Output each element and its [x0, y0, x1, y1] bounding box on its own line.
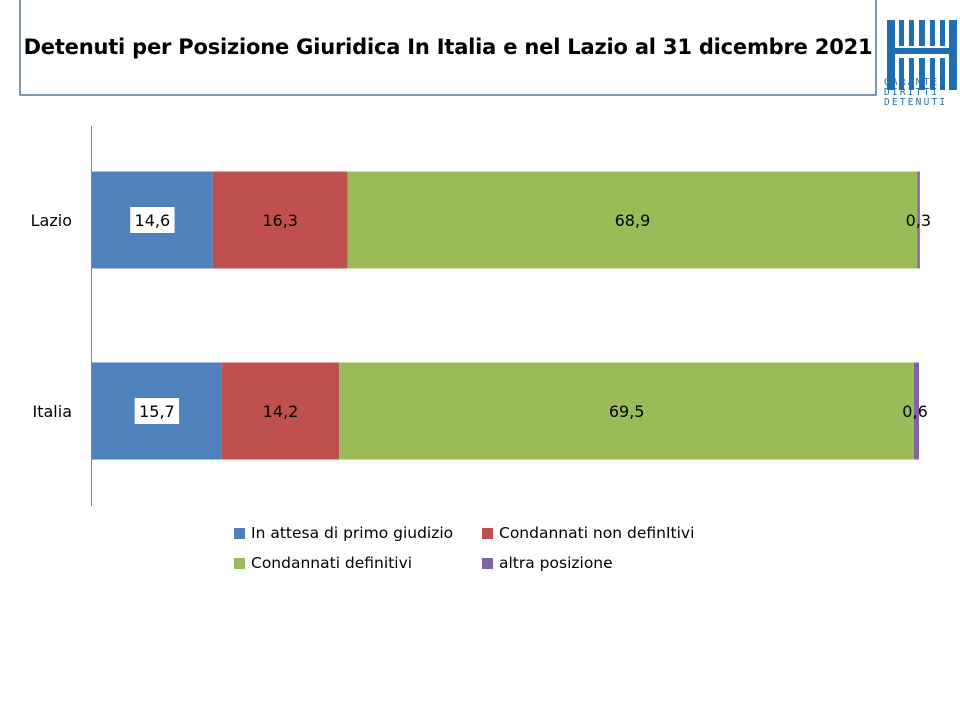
data-label-lazio-3: 0,3: [906, 211, 931, 230]
data-label-bg-italia-0: [134, 398, 180, 424]
data-label-bg-lazio-0: [130, 207, 175, 233]
legend: In attesa di primo giudizio Condannati n…: [234, 524, 754, 572]
bar-segment-italia-3: [914, 362, 919, 460]
category-label-italia: Italia: [33, 402, 73, 421]
data-label-italia-0: 15,7: [139, 402, 175, 421]
legend-item-non-definitivi: Condannati non definItivi: [482, 524, 742, 542]
legend-item-in-attesa: In attesa di primo giudizio: [234, 524, 482, 542]
legend-label-definitivi: Condannati definitivi: [251, 554, 413, 572]
title-box: Detenuti per Posizione Giuridica In Ital…: [19, 0, 877, 96]
plot-area: Lazio 14,6 16,3 68,9 0,3 Italia 15,7 14,2 69,5 0,…: [31, 126, 931, 506]
category-label-lazio: Lazio: [31, 211, 72, 230]
data-label-lazio-2: 68,9: [615, 211, 651, 230]
legend-item-definitivi: Condannati definitivi: [234, 554, 482, 572]
data-label-lazio-0: 14,6: [135, 211, 171, 230]
bar-segment-lazio-2: [347, 171, 918, 269]
data-label-lazio-1: 16,3: [262, 211, 298, 230]
bar-segment-italia-1: [221, 362, 340, 460]
logo-text-line-3: DETENUTI: [884, 97, 948, 108]
garante-logo-icon: [887, 20, 957, 90]
legend-label-in-attesa: In attesa di primo giudizio: [251, 524, 454, 542]
legend-swatch-definitivi: [234, 557, 245, 569]
legend-item-altra-posizione: altra posizione: [482, 554, 742, 572]
data-label-italia-2: 69,5: [609, 402, 645, 421]
legend-swatch-in-attesa: [234, 527, 245, 539]
bar-segment-lazio-3: [917, 171, 920, 269]
bar-segment-italia-2: [339, 362, 915, 460]
data-label-italia-1: 14,2: [263, 402, 299, 421]
chart-title: Detenuti per Posizione Giuridica In Ital…: [23, 35, 873, 59]
data-label-italia-3: 0,6: [902, 402, 927, 421]
legend-label-altra-posizione: altra posizione: [499, 554, 613, 572]
legend-swatch-non-definitivi: [482, 527, 493, 539]
legend-swatch-altra-posizione: [482, 557, 493, 569]
logo-text-line-1: GARANTE: [884, 77, 940, 88]
legend-label-non-definitivi: Condannati non definItivi: [499, 524, 695, 542]
logo-text-line-2: DIRITTI: [884, 87, 940, 98]
bar-segment-lazio-1: [212, 171, 348, 269]
